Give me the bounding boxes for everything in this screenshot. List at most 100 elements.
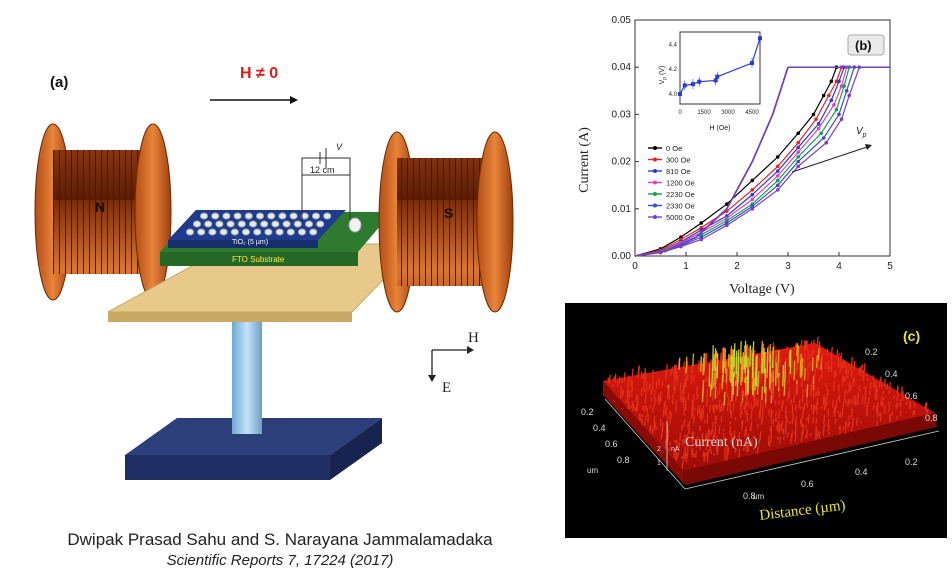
panel-b-badge: (b) (847, 34, 885, 56)
series-point (844, 89, 849, 93)
pole-n-label: N (95, 199, 105, 215)
series-point (819, 131, 823, 136)
tick-right: 0.8 (925, 413, 938, 423)
inset-ylabel-unit: (V) (659, 66, 666, 77)
x-tick-label: 5 (887, 261, 893, 272)
series-point (837, 112, 841, 117)
tick-front: 0.6 (801, 479, 814, 489)
electrode-dot (185, 228, 195, 236)
inset-x-tick: 3000 (721, 110, 735, 116)
x-tick-label: 3 (785, 261, 791, 272)
legend-marker (653, 203, 657, 208)
series-point (837, 79, 841, 84)
electrode-dot (222, 212, 231, 220)
x-tick-label: 2 (734, 261, 740, 272)
electrode-dot (197, 228, 206, 236)
y-tick-label: 0.00 (612, 251, 632, 262)
series-point (750, 188, 755, 192)
axis-h-label: H (468, 330, 479, 346)
electrode-dot (267, 212, 276, 220)
tick-front: 0.4 (855, 467, 868, 477)
electrode-dot (253, 228, 262, 236)
series-point (796, 155, 800, 159)
pole-s-label: S (444, 205, 453, 221)
series-point (834, 79, 839, 84)
series-point (776, 183, 780, 187)
electrode-dots (185, 212, 332, 236)
citation-journal: Scientific Reports 7, 17224 (2017) (166, 552, 394, 569)
inset-y-tick: 4.2 (669, 67, 678, 73)
series-point (839, 117, 844, 121)
series-point (750, 192, 755, 197)
series-point (776, 164, 780, 169)
x-tick-label: 4 (836, 261, 842, 272)
series-point (816, 126, 821, 131)
series-point (827, 93, 831, 98)
series-point (829, 79, 834, 84)
tick-front: 0.8 (743, 491, 756, 501)
x-tick-label: 1 (683, 261, 689, 272)
series-point (839, 84, 844, 88)
electrode-dot (192, 220, 202, 228)
series-point (725, 202, 729, 206)
series-point (699, 221, 704, 225)
substrate-label: FTO Substrate (232, 255, 285, 264)
coil-north: N (34, 123, 172, 301)
electrode-dot (204, 220, 213, 228)
y-tick-label: 0.02 (612, 157, 632, 168)
legend-entry: 2330 Oe (666, 202, 695, 211)
series-point (811, 112, 816, 117)
tick-left: 0.6 (605, 439, 618, 449)
field-label: H ≠ 0 (240, 65, 278, 82)
electrode-dot (237, 220, 246, 228)
series-point (796, 159, 800, 164)
legend-entry: 5000 Oe (666, 213, 695, 222)
series-point (824, 140, 829, 145)
y-tick-label: 0.04 (612, 62, 632, 73)
legend-marker (653, 180, 657, 185)
panel-b-label: (b) (855, 38, 872, 53)
inset-y-tick: 4.0 (669, 92, 678, 98)
series-line (634, 66, 860, 257)
series-point (834, 107, 839, 112)
legend-entry: 0 Oe (666, 144, 682, 153)
series-point (776, 178, 780, 183)
series-point (750, 197, 755, 202)
electrode-dot (282, 220, 291, 228)
legend-marker (653, 157, 657, 162)
svg-text:Vp (V): Vp (V) (659, 66, 668, 85)
series-point (776, 155, 780, 159)
x-tick-label: 0 (632, 261, 638, 272)
tick-right: 0.6 (905, 391, 918, 401)
setup-schematic: N FTO Substrate TiO₂ (5 µm) S V 12 cm (a… (34, 65, 514, 480)
tick-left: 0.8 (617, 455, 630, 465)
inset-x-tick: 0 (678, 110, 682, 116)
electrode-dot (199, 212, 209, 220)
y-axis-label: Current (A) (577, 127, 592, 193)
electrode-dot (278, 212, 287, 220)
axis-indicator (431, 349, 470, 378)
legend-entry: 2230 Oe (666, 190, 695, 199)
inset-x-tick: 4500 (745, 110, 759, 116)
legend-marker (653, 146, 657, 150)
series-point (842, 84, 846, 88)
series-point (776, 188, 780, 192)
electrode-dot (316, 220, 325, 228)
inset-ylabel-sub: p (662, 77, 668, 80)
series-point (750, 207, 755, 211)
series-point (847, 93, 851, 98)
coil-south: S (378, 131, 514, 313)
electrode-dot (208, 228, 217, 236)
legend: 0 Oe 300 Oe 810 Oe 1200 Oe 2230 Oe 2330 Oe 500… (648, 144, 695, 222)
inset-chart: 0 1500 3000 4500 4.0 4.2 4.4 Vp (V) H (Oe) (659, 31, 762, 132)
series-point (796, 131, 800, 136)
series-line (634, 67, 855, 257)
electrode-dot (275, 228, 284, 236)
electrode-dot (244, 212, 253, 220)
inset-xlabel: H (Oe) (710, 125, 731, 132)
electrode-dot (309, 228, 318, 236)
electrode-dot (260, 220, 269, 228)
tick-z: 2 (657, 446, 661, 453)
y-tick-label: 0.03 (612, 109, 632, 120)
electrode-dot (255, 212, 265, 220)
